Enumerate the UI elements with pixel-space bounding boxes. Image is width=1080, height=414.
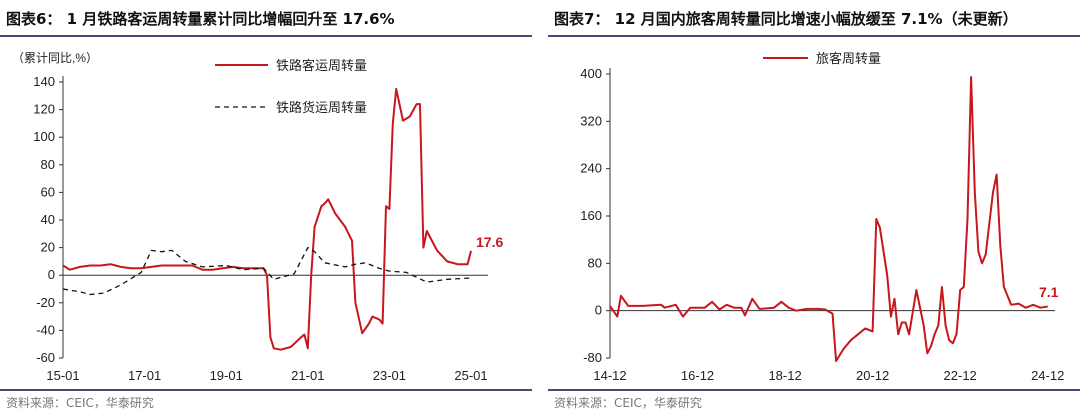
y-tick-label: 400: [580, 66, 602, 81]
legend-label: 旅客周转量: [816, 51, 881, 66]
y-tick-label: 40: [41, 212, 55, 227]
series-line-2: [62, 246, 472, 296]
source-note: 资料来源：CEIC，华泰研究: [554, 396, 702, 410]
y-unit-label: （累计同比,%）: [12, 51, 98, 65]
x-tick-label: 18-12: [768, 368, 801, 383]
y-tick-label: 140: [33, 74, 55, 89]
x-tick-label: 22-12: [944, 368, 977, 383]
y-tick-label: 240: [580, 161, 602, 176]
x-tick-label: 17-01: [128, 368, 161, 383]
end-value-label: 7.1: [1039, 284, 1059, 300]
x-tick-label: 25-01: [454, 368, 487, 383]
x-tick-label: 15-01: [46, 368, 79, 383]
x-tick-label: 23-01: [373, 368, 406, 383]
y-tick-label: 100: [33, 129, 55, 144]
y-tick-label: 0: [595, 303, 602, 318]
x-tick-label: 14-12: [593, 368, 626, 383]
title-divider: [0, 35, 532, 37]
railway-turnover-chart: -60 -40 -20 0 20 40 60 80 100 120 140 15-01 17-01 19-…: [12, 51, 503, 383]
x-tick-label: 19-01: [210, 368, 243, 383]
legend-label: 铁路货运周转量: [276, 100, 367, 115]
bottom-divider: [0, 389, 532, 391]
series-line-1: [62, 87, 472, 351]
bottom-divider: [548, 389, 1080, 391]
chart-panel-right: 图表7： 12 月国内旅客周转量同比增速小幅放缓至 7.1%（未更新） -80 0…: [548, 0, 1080, 414]
y-tick-label: 160: [580, 208, 602, 223]
chart-title: 图表6： 1 月铁路客运周转量累计同比增幅回升至 17.6%: [6, 10, 395, 28]
x-tick-label: 20-12: [856, 368, 889, 383]
y-tick-label: -60: [36, 350, 55, 365]
y-tick-label: 60: [41, 184, 55, 199]
y-tick-label: 20: [41, 240, 55, 255]
chart-panel-left: 图表6： 1 月铁路客运周转量累计同比增幅回升至 17.6% -60 -40 -20…: [0, 0, 532, 414]
end-value-label: 17.6: [476, 234, 503, 250]
y-tick-label: 80: [588, 255, 602, 270]
x-tick-label: 16-12: [681, 368, 714, 383]
y-tick-label: 320: [580, 113, 602, 128]
y-tick-label: 0: [48, 267, 55, 282]
x-tick-label: 24-12: [1031, 368, 1064, 383]
legend-label: 铁路客运周转量: [276, 58, 367, 73]
y-tick-label: 80: [41, 157, 55, 172]
chart-title: 图表7： 12 月国内旅客周转量同比增速小幅放缓至 7.1%（未更新）: [554, 10, 1018, 28]
title-divider: [548, 35, 1080, 37]
y-tick-label: -80: [583, 350, 602, 365]
passenger-turnover-chart: -80 0 80 160 240 320 400 14-12 16-12 18-12 20-12 22…: [580, 51, 1064, 383]
series-line-1: [609, 76, 1048, 362]
y-tick-label: 120: [33, 102, 55, 117]
source-note: 资料来源：CEIC，华泰研究: [6, 396, 154, 410]
y-tick-label: -40: [36, 322, 55, 337]
x-tick-label: 21-01: [291, 368, 324, 383]
y-tick-label: -20: [36, 295, 55, 310]
